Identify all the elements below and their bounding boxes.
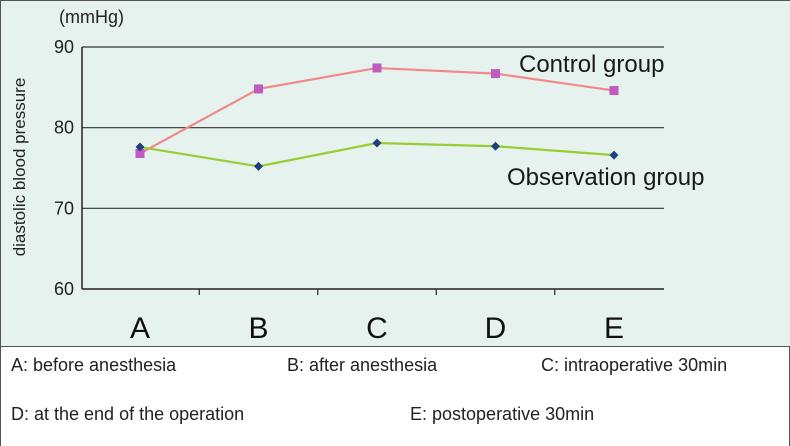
y-tick-label-70: 70 — [54, 198, 74, 218]
series-label-control: Control group — [519, 51, 665, 78]
y-tick-label-80: 80 — [54, 118, 74, 138]
legend-item-b: B: after anesthesia — [287, 355, 438, 375]
series-1-point-e — [609, 150, 619, 160]
series-label-observation: Observation group — [507, 164, 705, 191]
legend-item-a: A: before anesthesia — [11, 355, 177, 375]
x-tick-label-a: A — [130, 312, 150, 345]
series-0-point-e — [609, 86, 619, 96]
x-tick-label-e: E — [604, 312, 624, 345]
line-chart: 60 70 80 90 A B C D E — [54, 37, 664, 345]
series-0-point-d — [491, 69, 500, 79]
unit-label: (mmHg) — [59, 7, 124, 27]
series-0-point-b — [254, 84, 263, 94]
y-tick-label-90: 90 — [54, 37, 74, 57]
x-tick-label-d: D — [485, 312, 507, 345]
x-tick-label-b: B — [248, 312, 268, 345]
y-axis-label: diastolic blood pressure — [10, 77, 29, 257]
series-1-point-b — [254, 161, 263, 171]
legend-item-c: C: intraoperative 30min — [541, 355, 728, 375]
series-1-point-d — [491, 141, 500, 151]
series-0-point-c — [372, 63, 382, 73]
plot-area — [82, 47, 664, 289]
y-tick-label-60: 60 — [54, 279, 74, 299]
x-tick-label-c: C — [366, 312, 388, 345]
legend-item-e: E: postoperative 30min — [410, 404, 595, 424]
series-1-point-c — [372, 138, 382, 148]
category-legend: A: before anesthesia B: after anesthesia… — [1, 346, 789, 446]
series-1-point-a — [135, 142, 145, 152]
legend-item-d: D: at the end of the operation — [11, 404, 245, 424]
chart-area: 60 70 80 90 A B C D E (mmHg) diastolic blood pre… — [1, 1, 790, 346]
series-0-point-a — [135, 148, 145, 158]
